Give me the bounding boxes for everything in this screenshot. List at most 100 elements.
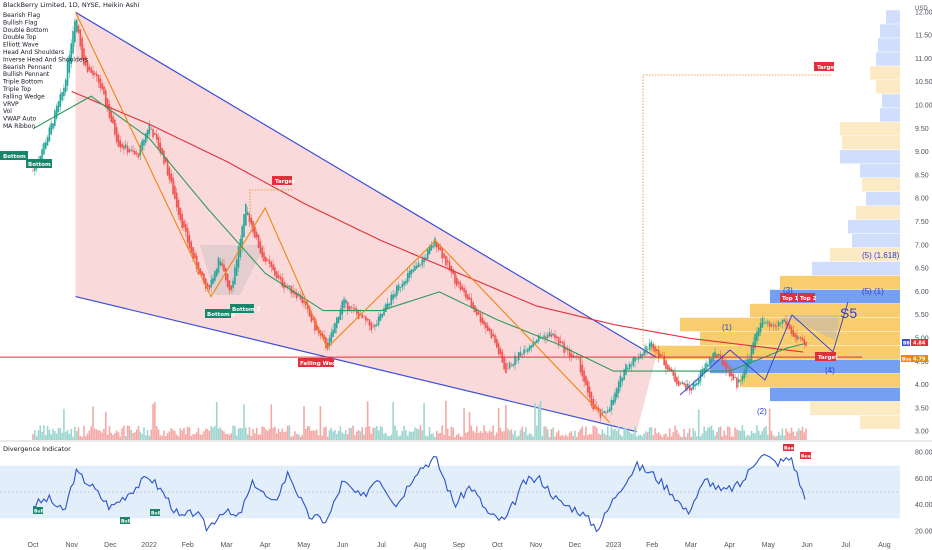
candle <box>526 349 529 352</box>
candle <box>170 173 173 183</box>
candle <box>688 385 691 391</box>
candle <box>279 276 282 280</box>
volume-bar <box>294 431 296 440</box>
candle <box>212 277 214 284</box>
volume-bar <box>144 435 147 440</box>
candle <box>321 332 324 337</box>
volume-bar <box>768 408 771 440</box>
candle <box>317 327 320 334</box>
candle <box>574 356 576 357</box>
candle <box>708 358 711 366</box>
candle <box>797 337 800 338</box>
volume-bar <box>206 429 209 440</box>
volume-bar <box>517 435 520 440</box>
price-axis[interactable]: 12.00 11.50 11.00 10.50 10.00 9.50 9.00 8.50 8.0… <box>915 9 932 435</box>
wave-4-label: (4) <box>825 366 835 375</box>
volume-bar <box>277 428 280 440</box>
volume-bar <box>583 435 585 440</box>
wedge-upper-trendline <box>75 11 657 358</box>
volume-bar <box>121 428 123 440</box>
volume-bar <box>305 428 307 440</box>
candle <box>606 410 609 413</box>
legend-item: Double Bottom <box>3 27 48 34</box>
candle <box>516 359 518 361</box>
candle <box>281 277 283 287</box>
price-tick: 11.00 <box>915 56 932 63</box>
volume-profile-row <box>860 415 900 430</box>
candle <box>657 349 660 358</box>
volume-bar <box>554 436 556 440</box>
time-tick: Jul <box>377 542 386 549</box>
volume-bar <box>321 435 324 440</box>
volume-bar <box>550 429 553 440</box>
time-tick: Mar <box>220 542 233 549</box>
volume-profile-row <box>860 164 900 178</box>
volume-bar <box>707 427 709 440</box>
volume-bar <box>110 432 113 440</box>
volume-bar <box>745 436 747 440</box>
candle <box>332 329 334 338</box>
volume-bar <box>781 428 784 440</box>
candle <box>692 383 695 390</box>
volume-bar <box>434 436 436 440</box>
volume-bar <box>579 428 582 440</box>
volume-bar <box>757 430 760 440</box>
price-tag-bb: BB 4.84 <box>902 339 928 347</box>
candle <box>614 392 616 403</box>
candle <box>383 308 385 316</box>
volume-bar <box>166 433 169 440</box>
candle <box>443 253 445 259</box>
volume-bar <box>375 426 378 440</box>
candle <box>772 324 775 326</box>
candle <box>603 411 605 414</box>
candle <box>770 324 773 327</box>
volume-bar <box>250 435 253 440</box>
candle <box>417 262 420 268</box>
candle <box>128 149 131 153</box>
candle <box>310 311 313 322</box>
candle <box>752 342 755 354</box>
volume-bar <box>226 433 229 440</box>
candle <box>95 73 98 77</box>
candle <box>68 55 71 73</box>
volume-bar <box>359 431 362 440</box>
ma-green-line <box>32 95 804 372</box>
volume-bar <box>194 434 196 440</box>
volume-bar <box>777 431 780 440</box>
candle <box>463 288 465 293</box>
volume-bar <box>235 435 238 440</box>
candle <box>172 177 174 195</box>
volume-bar <box>661 436 664 440</box>
candle <box>63 87 65 97</box>
candle <box>543 335 545 338</box>
volume-bar <box>599 434 602 440</box>
time-tick: 2022 <box>141 542 157 549</box>
volume-profile-row <box>856 205 900 220</box>
volume-bar <box>639 434 642 440</box>
volume-bar <box>566 436 569 440</box>
candle <box>161 147 163 154</box>
volume-bar <box>541 436 544 440</box>
candle <box>92 70 94 76</box>
volume-bar <box>214 425 216 440</box>
volume-bar <box>626 429 629 440</box>
candle <box>219 261 222 266</box>
candle <box>408 271 411 278</box>
candle <box>228 280 231 291</box>
volume-profile-row <box>880 108 900 122</box>
volume-bar <box>528 433 531 440</box>
volume-bar <box>619 434 622 440</box>
candle <box>730 371 733 377</box>
double-bottom-area <box>200 245 265 295</box>
candle <box>154 133 156 135</box>
volume-bar <box>516 436 518 440</box>
volume-bar <box>328 430 331 440</box>
volume-bar <box>614 428 616 440</box>
candle <box>666 364 669 370</box>
time-axis[interactable]: Oct Nov Dec 2022 Feb Mar Apr May Jun Jul Aug Sep Oct… <box>28 542 891 549</box>
candle <box>503 356 505 370</box>
volume-bar <box>465 432 467 440</box>
candle <box>707 364 709 367</box>
